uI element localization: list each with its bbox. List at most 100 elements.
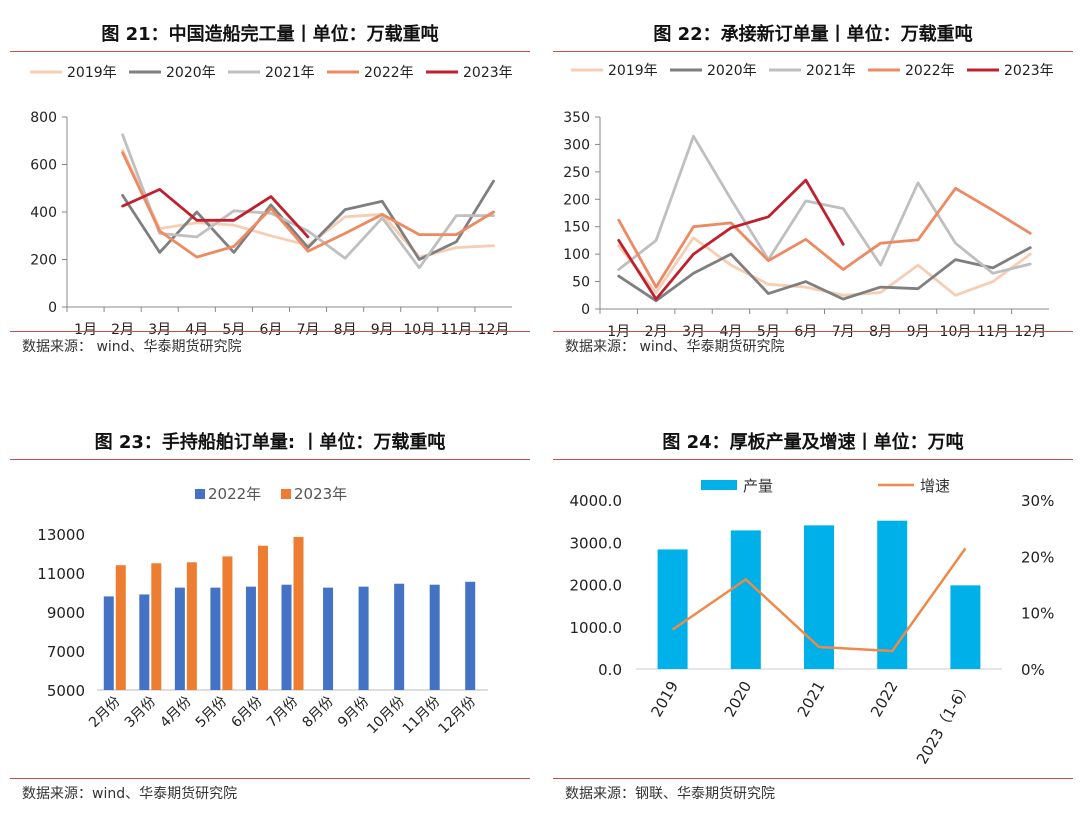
bar (210, 587, 221, 690)
bottom-divider (10, 331, 530, 332)
x-tick-label: 8月 (334, 322, 357, 338)
legend-label: 2022年 (208, 485, 261, 503)
y-tick-label: 800 (30, 110, 57, 126)
legend-label: 产量 (743, 477, 773, 495)
series-line (671, 547, 967, 653)
x-tick-label: 9月 (371, 322, 394, 338)
source-note: 数据来源： wind、华泰期货研究院 (565, 339, 785, 355)
x-tick-label: 6月份 (228, 694, 265, 731)
y-tick-label: 200 (30, 253, 57, 269)
bar (186, 562, 197, 690)
bar (465, 581, 476, 690)
series-line (617, 186, 1032, 289)
x-tick-label: 2月份 (86, 694, 123, 731)
bar (245, 586, 256, 690)
line-chart-completed: 2019年 2020年 2021年 2022年 2023年 0 200 400 600 800 1月… (30, 65, 513, 338)
bar (257, 545, 268, 690)
y-tick-label: 250 (563, 165, 590, 181)
legend-label: 2019年 (67, 65, 117, 81)
bar (730, 530, 761, 669)
y-tick-label: 100 (563, 247, 590, 263)
legend-label: 2020年 (166, 65, 216, 81)
legend-label: 2021年 (265, 65, 315, 81)
legend-label: 2021年 (806, 63, 856, 79)
x-tick-label: 4月 (719, 324, 742, 340)
bar (281, 584, 292, 690)
x-tick-label: 4月份 (157, 694, 194, 731)
y2-tick-label: 10% (1021, 605, 1054, 623)
y-tick-label: 11000 (37, 565, 85, 583)
x-tick-label: 11月 (977, 324, 1009, 340)
legend-label: 2023年 (463, 65, 513, 81)
chart-title: 图 21：中国造船完工量丨单位：万载重吨 (101, 24, 439, 45)
y-tick-label: 13000 (37, 526, 85, 544)
y-tick-label: 0 (581, 302, 590, 318)
bar (950, 585, 981, 669)
x-tick-label: 2022 (867, 678, 902, 720)
x-tick-label: 2023（1-6） (913, 678, 975, 767)
x-tick-label: 7月份 (264, 694, 301, 731)
x-tick-label: 5月份 (193, 694, 230, 731)
y2-tick-label: 0% (1021, 661, 1045, 679)
bar (222, 556, 233, 690)
legend-label: 2022年 (905, 63, 955, 79)
series-line (121, 133, 495, 270)
line-chart-new-orders: 2019年 2020年 2021年 2022年 2023年 0 50 100 150 200 250… (563, 63, 1053, 340)
panel-completed-ships: 图 21：中国造船完工量丨单位：万载重吨 2019年 2020年 2021年 2022… (10, 20, 530, 360)
panel-new-orders: 图 22：承接新订单量丨单位：万载重吨 2019年 2020年 2021年 2022年… (553, 20, 1073, 360)
x-tick-label: 8月份 (299, 694, 336, 731)
chart-title: 图 23：手持船舶订单量: 丨单位：万载重吨 (94, 432, 446, 453)
y-tick-label: 600 (30, 158, 57, 174)
legend-label: 2022年 (364, 65, 414, 81)
y-tick-label: 350 (563, 110, 590, 126)
y-tick-label: 0 (48, 300, 57, 316)
legend-swatch (701, 480, 737, 490)
y-tick-label: 4000.0 (570, 492, 623, 510)
x-tick-label: 6月 (794, 324, 817, 340)
bar (151, 563, 162, 690)
x-tick-label: 3月 (148, 322, 171, 338)
series-line (617, 178, 845, 301)
title-divider (553, 459, 1073, 460)
x-tick-label: 8月 (869, 324, 892, 340)
source-note: 数据来源： wind、华泰期货研究院 (22, 339, 242, 355)
x-tick-label: 2月 (111, 322, 134, 338)
y-tick-label: 1000.0 (570, 619, 623, 637)
panel-orders-on-hand: 图 23：手持船舶订单量: 丨单位：万载重吨 2022年 2023年 5000 700… (10, 428, 530, 808)
legend-label: 2019年 (608, 63, 658, 79)
x-tick-label: 5月 (222, 322, 245, 338)
y-tick-label: 3000.0 (570, 534, 623, 552)
y-tick-label: 0.0 (598, 661, 622, 679)
bar (103, 596, 114, 690)
bar (139, 594, 150, 690)
legend-swatch (195, 489, 205, 499)
x-tick-label: 2月 (645, 324, 668, 340)
y-tick-label: 7000 (47, 643, 85, 661)
bar (293, 536, 304, 690)
x-tick-label: 2020 (721, 678, 756, 720)
y-tick-label: 150 (563, 220, 590, 236)
x-tick-label: 3月 (682, 324, 705, 340)
bottom-divider (553, 331, 1073, 332)
y-tick-label: 400 (30, 205, 57, 221)
series-line (121, 187, 310, 239)
bottom-divider (553, 778, 1073, 779)
x-tick-label: 11月份 (400, 694, 444, 738)
legend-swatch (281, 489, 291, 499)
x-tick-label: 1月 (74, 322, 97, 338)
y-tick-label: 2000.0 (570, 577, 623, 595)
x-tick-label: 12月份 (435, 694, 479, 738)
series-line (121, 179, 495, 261)
x-tick-label: 11月 (440, 322, 472, 338)
title-divider (10, 459, 530, 460)
legend-label: 2023年 (294, 485, 347, 503)
bar (429, 584, 440, 690)
x-tick-label: 5月 (757, 324, 780, 340)
y-tick-label: 5000 (47, 682, 85, 700)
panel-plate-output: 图 24：厚板产量及增速丨单位：万吨 产量 增速 0.0 1000.0 2000.0 30… (553, 428, 1073, 808)
legend-label: 增速 (920, 477, 950, 495)
x-tick-label: 10月份 (364, 694, 408, 738)
x-tick-label: 10月 (403, 322, 435, 338)
series-line (617, 246, 1032, 303)
x-tick-label: 6月 (259, 322, 282, 338)
